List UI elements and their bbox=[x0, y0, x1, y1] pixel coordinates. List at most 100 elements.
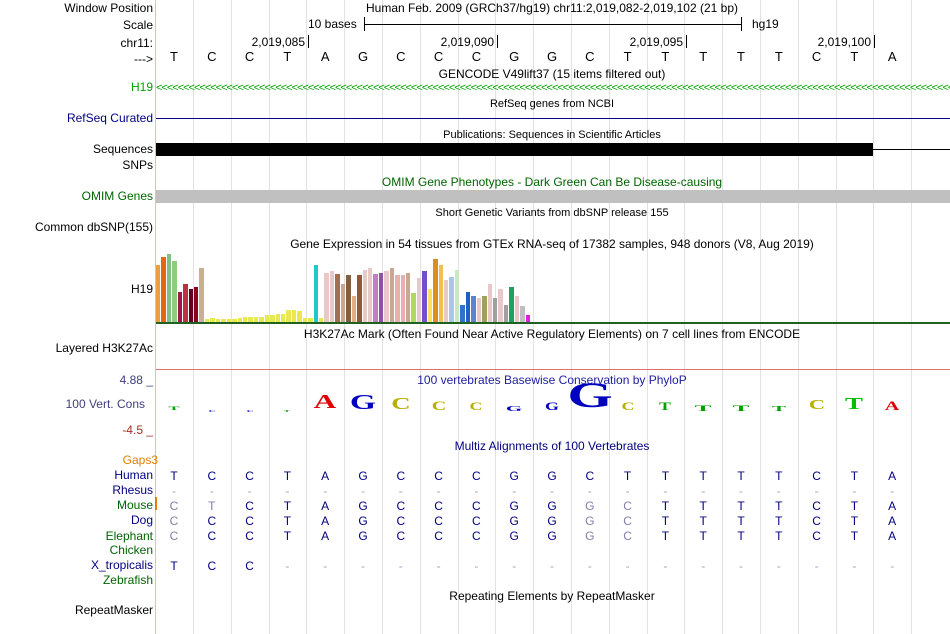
h19-gene-arrows[interactable]: <<<<<<<<<<<<<<<<<<<<<<<<<<<<<<<<<<<<<<<<… bbox=[156, 82, 950, 94]
gtex-tissue-bar[interactable] bbox=[416, 278, 422, 322]
h19-gtex-label[interactable]: H19 bbox=[130, 282, 153, 296]
gtex-tissue-bar[interactable] bbox=[384, 271, 389, 322]
gtex-tissue-bar[interactable] bbox=[286, 310, 291, 322]
gtex-tissue-bar[interactable] bbox=[395, 275, 400, 322]
gtex-tissue-bar[interactable] bbox=[281, 314, 286, 322]
species-human-label[interactable]: Human bbox=[114, 468, 153, 482]
alignment-base: - bbox=[890, 484, 895, 498]
snps-label[interactable]: SNPs bbox=[122, 158, 153, 172]
gtex-tissue-bar[interactable] bbox=[248, 317, 253, 322]
repeatmasker-label[interactable]: RepeatMasker bbox=[74, 603, 153, 617]
gtex-tissue-bar[interactable] bbox=[367, 268, 373, 322]
refseq-curated-label[interactable]: RefSeq Curated bbox=[66, 111, 153, 125]
gtex-tissue-bar[interactable] bbox=[487, 284, 492, 322]
species-dog-label[interactable]: Dog bbox=[130, 513, 153, 527]
gtex-tissue-bar[interactable] bbox=[373, 274, 378, 322]
gtex-tissue-bar[interactable] bbox=[242, 317, 248, 322]
gtex-tissue-bar[interactable] bbox=[509, 287, 514, 322]
gtex-tissue-bar[interactable] bbox=[161, 257, 166, 322]
gtex-tissue-bar[interactable] bbox=[471, 296, 476, 322]
gtex-tissue-bar[interactable] bbox=[525, 315, 530, 322]
gtex-tissue-bar[interactable] bbox=[166, 254, 172, 322]
gtex-tissue-bar[interactable] bbox=[226, 319, 232, 322]
gtex-tissue-bar[interactable] bbox=[215, 319, 221, 322]
gtex-tissue-bar[interactable] bbox=[204, 319, 210, 322]
gtex-tissue-bar[interactable] bbox=[221, 319, 226, 322]
alignment-base: - bbox=[814, 559, 819, 573]
gaps-label[interactable]: Gaps3 bbox=[122, 453, 158, 467]
gtex-tissue-bar[interactable] bbox=[476, 298, 482, 322]
gtex-tissue-bar[interactable] bbox=[259, 317, 264, 322]
gtex-tissue-bar[interactable] bbox=[329, 271, 335, 322]
gtex-tissue-bar[interactable] bbox=[454, 270, 460, 322]
gtex-tissue-bar[interactable] bbox=[503, 305, 509, 322]
sequence-match-block[interactable] bbox=[156, 143, 873, 156]
gtex-tissue-bar[interactable] bbox=[427, 289, 433, 322]
gtex-tissue-bar[interactable] bbox=[297, 311, 302, 322]
gtex-tissue-bar[interactable] bbox=[433, 259, 438, 322]
omim-phenotype-bar[interactable] bbox=[156, 190, 950, 203]
gtex-tissue-bar[interactable] bbox=[465, 292, 471, 322]
gtex-tissue-bar[interactable] bbox=[237, 318, 242, 322]
gtex-tissue-bar[interactable] bbox=[188, 289, 194, 322]
h3k27ac-signal-line[interactable] bbox=[156, 369, 950, 370]
gtex-tissue-bar[interactable] bbox=[514, 296, 520, 322]
gtex-tissue-bar[interactable] bbox=[482, 296, 487, 322]
gtex-tissue-bar[interactable] bbox=[378, 273, 384, 322]
gtex-tissue-bar[interactable] bbox=[270, 315, 275, 322]
gtex-tissue-bar[interactable] bbox=[291, 310, 297, 322]
gtex-tissue-bar[interactable] bbox=[406, 273, 411, 322]
common-dbsnp-label[interactable]: Common dbSNP(155) bbox=[34, 220, 153, 234]
reference-base: G bbox=[509, 49, 520, 64]
gtex-tissue-bar[interactable] bbox=[340, 284, 346, 322]
gtex-tissue-bar[interactable] bbox=[438, 265, 444, 322]
gtex-tissue-bar[interactable] bbox=[357, 275, 362, 322]
species-rhesus-label[interactable]: Rhesus bbox=[112, 483, 153, 497]
gtex-tissue-bar[interactable] bbox=[389, 268, 395, 322]
refseq-gene-line[interactable] bbox=[156, 118, 950, 119]
layered-h3k27ac-label[interactable]: Layered H3K27Ac bbox=[55, 341, 153, 355]
gtex-tissue-bar[interactable] bbox=[460, 305, 465, 322]
gtex-tissue-bar[interactable] bbox=[449, 277, 454, 322]
gtex-expression-chart[interactable] bbox=[156, 252, 950, 324]
gtex-tissue-bar[interactable] bbox=[264, 315, 270, 322]
h19-gencode-label[interactable]: H19 bbox=[130, 80, 153, 94]
gtex-tissue-bar[interactable] bbox=[313, 265, 319, 322]
gtex-tissue-bar[interactable] bbox=[319, 318, 324, 322]
gtex-tissue-bar[interactable] bbox=[308, 318, 313, 322]
vert-cons-label[interactable]: 100 Vert. Cons bbox=[65, 397, 145, 411]
gtex-tissue-bar[interactable] bbox=[194, 287, 199, 322]
gtex-tissue-bar[interactable] bbox=[177, 292, 183, 322]
species-zebrafish-label[interactable]: Zebrafish bbox=[102, 573, 153, 587]
sequences-label[interactable]: Sequences bbox=[92, 142, 153, 156]
species-mouse-label[interactable]: Mouse bbox=[116, 498, 153, 512]
gtex-tissue-bar[interactable] bbox=[302, 318, 308, 322]
gtex-tissue-bar[interactable] bbox=[253, 317, 259, 322]
alignment-base: - bbox=[436, 484, 441, 498]
gtex-tissue-bar[interactable] bbox=[444, 280, 449, 322]
gtex-tissue-bar[interactable] bbox=[422, 271, 427, 322]
gtex-tissue-bar[interactable] bbox=[400, 275, 405, 322]
sequence-match-line[interactable] bbox=[873, 149, 950, 150]
gtex-tissue-bar[interactable] bbox=[275, 314, 280, 322]
gtex-tissue-bar[interactable] bbox=[411, 293, 416, 322]
species-elephant-label[interactable]: Elephant bbox=[105, 529, 153, 543]
gtex-tissue-bar[interactable] bbox=[520, 306, 525, 322]
gtex-tissue-bar[interactable] bbox=[172, 261, 177, 322]
gtex-tissue-bar[interactable] bbox=[492, 298, 498, 322]
gtex-tissue-bar[interactable] bbox=[324, 273, 329, 322]
gtex-tissue-bar[interactable] bbox=[232, 319, 237, 322]
omim-genes-label[interactable]: OMIM Genes bbox=[81, 189, 153, 203]
gtex-tissue-bar[interactable] bbox=[210, 318, 215, 322]
gtex-tissue-bar[interactable] bbox=[498, 289, 503, 322]
gtex-tissue-bar[interactable] bbox=[351, 296, 357, 322]
gtex-tissue-bar[interactable] bbox=[183, 284, 188, 322]
gtex-tissue-bar[interactable] bbox=[346, 275, 351, 322]
gtex-tissue-bar[interactable] bbox=[335, 274, 340, 322]
species-xtropicalis-label[interactable]: X_tropicalis bbox=[90, 558, 153, 572]
gtex-tissue-bar[interactable] bbox=[156, 265, 161, 322]
gtex-tissue-bar[interactable] bbox=[199, 268, 204, 322]
gtex-tissue-bar[interactable] bbox=[362, 270, 367, 322]
species-chicken-label[interactable]: Chicken bbox=[109, 543, 153, 557]
